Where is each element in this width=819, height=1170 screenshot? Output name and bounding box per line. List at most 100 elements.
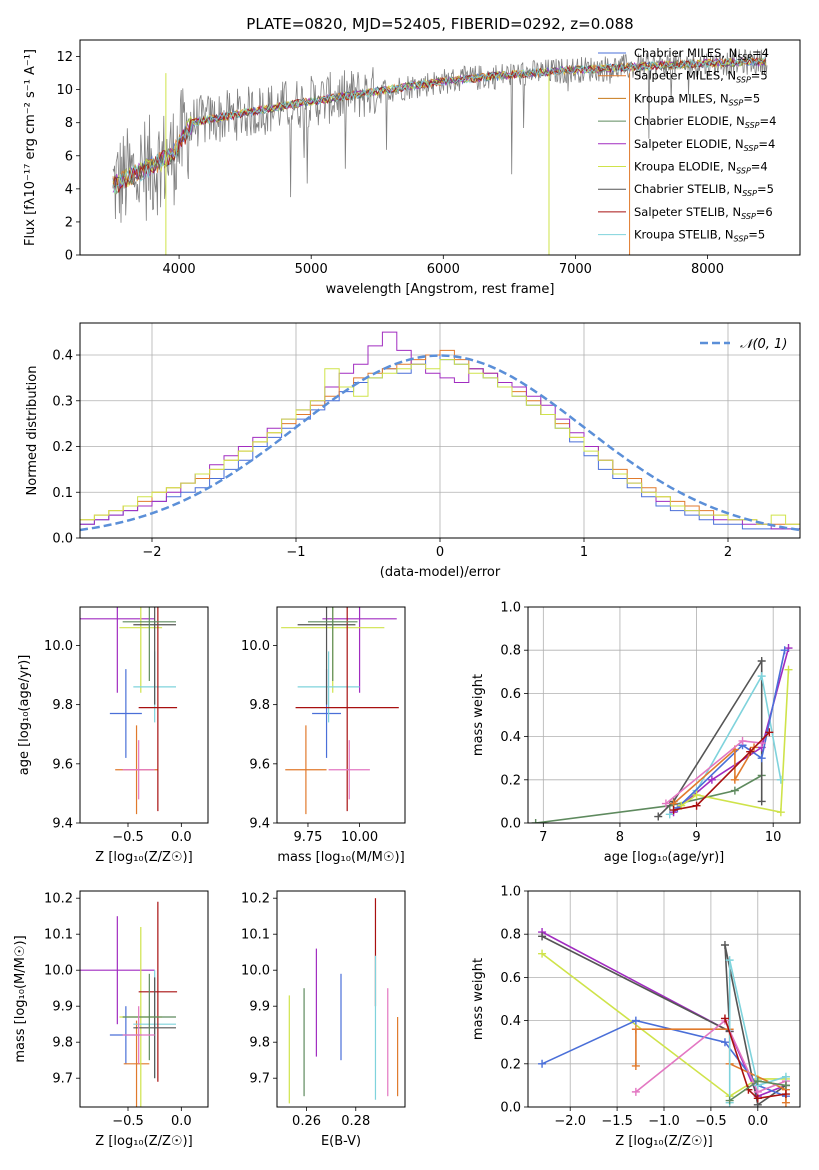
- normal-reference-curve: [80, 354, 800, 532]
- weight-marker: [781, 1081, 790, 1090]
- x-axis-label: age [log₁₀(age/yr)]: [604, 850, 725, 865]
- y-tick-label: 10.0: [44, 639, 73, 654]
- weight-marker: [538, 1059, 547, 1068]
- panel-3: −0.5 0.0 9.4 9.6 9.8 10.0 Z [log₁₀(Z/Z☉)] age […: [17, 606, 209, 865]
- panel-5: 7 8 9 10 0.0 0.2 0.4 0.6 0.8 1.0 age [log₁₀(age/yr…: [471, 601, 801, 865]
- x-tick-label: 5000: [295, 262, 328, 277]
- legend-label: Salpeter ELODIE, NSSP=4: [634, 137, 775, 153]
- x-tick-label: 0: [436, 545, 444, 560]
- y-tick-label: 2: [65, 215, 73, 230]
- y-tick-label: 0.8: [500, 928, 521, 943]
- errorbar-point: [307, 607, 358, 681]
- y-tick-label: 0.1: [52, 486, 73, 501]
- legend-label: Kroupa MILES, NSSP=5: [634, 91, 760, 107]
- y-tick-label: 4: [65, 182, 73, 197]
- weight-marker: [738, 736, 747, 745]
- legend-label: Kroupa ELODIE, NSSP=4: [634, 160, 768, 176]
- weight-marker: [753, 1077, 762, 1086]
- weight-marker: [757, 657, 766, 665]
- weight-marker: [669, 806, 678, 815]
- weight-marker: [765, 728, 774, 737]
- errorbar-point: [122, 973, 176, 1061]
- y-tick-label: 10.0: [44, 964, 73, 979]
- x-tick-label: −0.5: [112, 830, 144, 845]
- x-tick-label: 0.0: [171, 1114, 192, 1129]
- x-tick-label: −1.5: [601, 1114, 633, 1129]
- errorbar-point: [328, 740, 370, 800]
- x-tick-label: −0.5: [112, 1114, 144, 1129]
- x-axis-label: Z [log₁₀(Z/Z☉)]: [615, 1134, 712, 1149]
- weight-marker: [531, 819, 540, 823]
- y-axis-label: mass weight: [471, 674, 486, 756]
- weight-marker: [720, 1038, 729, 1047]
- errorbar-point: [297, 651, 360, 723]
- x-tick-label: 1: [580, 545, 588, 560]
- errorbar-point: [123, 1020, 150, 1107]
- x-tick-label: 4000: [163, 262, 196, 277]
- weight-line: [680, 669, 790, 814]
- weight-marker: [753, 1094, 762, 1103]
- y-tick-label: 9.6: [52, 757, 73, 772]
- y-tick-label: 9.7: [249, 1072, 270, 1087]
- x-tick-label: 0.0: [171, 830, 192, 845]
- y-axis-label: Flux [fλ10⁻¹⁷ erg cm⁻² s⁻¹ A⁻¹]: [23, 49, 38, 246]
- y-tick-label: 9.8: [249, 698, 270, 713]
- errorbar-point: [138, 607, 178, 812]
- weight-line: [673, 746, 755, 805]
- panel-6: −0.5 0.0 9.7 9.8 9.9 10.0 10.1 10.2 Z [log₁₀(Z/Z…: [13, 890, 209, 1149]
- y-tick-label: 9.8: [52, 1036, 73, 1051]
- weight-line: [673, 731, 770, 811]
- errorbar-point: [322, 607, 397, 693]
- plot-area: [112, 49, 768, 255]
- x-tick-label: −1: [286, 545, 305, 560]
- weight-marker: [692, 790, 701, 799]
- panel-2: −2 −1 0 1 2 0.0 0.1 0.2 0.3 0.4 (data-model)/error…: [25, 322, 801, 580]
- weight-line: [657, 658, 763, 818]
- panel-7: 0.26 0.28 9.7 9.8 9.9 10.0 10.1 10.2 E(B-V): [241, 890, 406, 1149]
- weight-marker: [781, 1072, 790, 1081]
- y-tick-label: 0.4: [500, 1014, 521, 1029]
- weight-marker: [730, 786, 739, 795]
- panel-1: 4000 5000 6000 7000 8000 0 2 4 6 8 10 12 wavelength …: [23, 39, 801, 297]
- y-axis-label: mass weight: [471, 958, 486, 1040]
- x-axis-label: E(B-V): [321, 1134, 361, 1149]
- x-tick-label: 2: [724, 545, 732, 560]
- y-tick-label: 0.2: [52, 440, 73, 455]
- errorbar-point: [122, 740, 155, 800]
- weight-marker: [781, 1090, 790, 1099]
- weight-marker: [631, 1016, 640, 1025]
- x-tick-label: 10: [765, 830, 782, 845]
- y-tick-label: 0.4: [52, 349, 73, 364]
- weight-marker: [776, 775, 785, 784]
- legend-label: Chabrier ELODIE, NSSP=4: [634, 114, 776, 130]
- axes-frame: [79, 890, 209, 1108]
- errorbar-point: [133, 977, 176, 1079]
- weight-marker: [631, 1025, 640, 1034]
- panel-4: 9.75 10.00 9.4 9.6 9.8 10.0 mass [log₁₀(M/M☉)]: [241, 606, 406, 865]
- model-line: [112, 57, 766, 194]
- x-tick-label: −2: [142, 545, 161, 560]
- y-tick-label: 10.2: [241, 892, 270, 907]
- axes-frame: [79, 606, 209, 824]
- model-line: [112, 56, 767, 188]
- y-tick-label: 10.0: [241, 639, 270, 654]
- errorbar-point: [133, 607, 176, 705]
- plot-area: [288, 898, 399, 1104]
- histogram-series: [80, 359, 800, 538]
- weight-marker: [661, 799, 670, 808]
- plot-area: [531, 644, 793, 823]
- x-tick-label: 6000: [427, 262, 460, 277]
- weight-marker: [654, 812, 663, 821]
- weight-line: [541, 952, 786, 1098]
- weight-line: [635, 1019, 787, 1093]
- weight-marker: [707, 775, 716, 784]
- plot-area: [80, 607, 178, 815]
- y-axis-label: age [log₁₀(age/yr)]: [17, 655, 32, 776]
- weight-marker: [631, 1087, 640, 1096]
- plot-area: [80, 331, 800, 538]
- axes-frame: [527, 890, 801, 1108]
- y-tick-label: 10.2: [44, 892, 73, 907]
- errorbar-point: [80, 916, 155, 1025]
- legend-label: Chabrier MILES, NSSP=4: [634, 46, 769, 62]
- y-tick-label: 0.0: [500, 1101, 521, 1116]
